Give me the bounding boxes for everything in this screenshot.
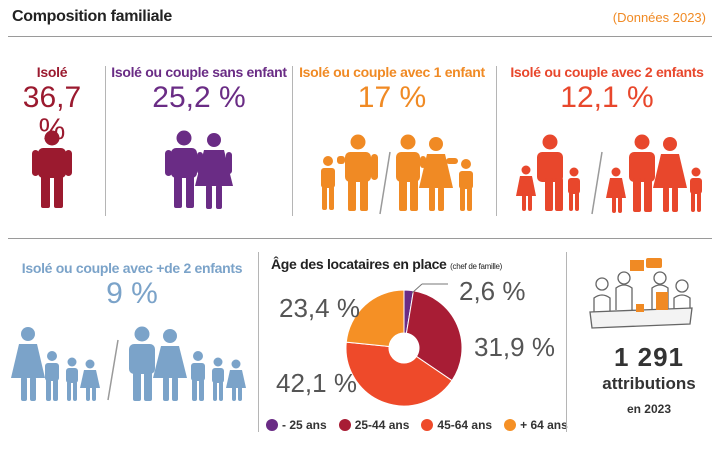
slice-45-64 — [345, 341, 453, 407]
chart-title-text: Âge des locataires en place — [271, 256, 447, 272]
category-percentage: 25,2 % — [152, 81, 246, 114]
category-percentage: 9 % — [106, 277, 158, 310]
couple-three-children-icon — [129, 326, 246, 401]
category-label: Isolé ou couple avec 2 enfants — [510, 64, 704, 80]
chart-subtitle: (chef de famille) — [450, 262, 502, 271]
slash-separator — [379, 151, 391, 215]
couple-one-child-icon — [396, 134, 473, 211]
slash-separator — [107, 339, 119, 401]
category-percentage: 12,1 % — [560, 81, 654, 114]
category-label: Isolé ou couple avec +de 2 enfants — [21, 260, 243, 276]
age-donut-chart — [345, 283, 463, 407]
data-year-note: (Données 2023) — [612, 10, 706, 25]
category-isole: Isolé 36,7 % — [8, 64, 96, 146]
legend-item: + 64 ans — [504, 418, 568, 432]
chart-title: Âge des locataires en place (chef de fam… — [271, 256, 502, 272]
slice-25-44 — [405, 290, 463, 382]
slice-label-25-44: 31,9 % — [474, 332, 555, 362]
category-percentage: 17 % — [357, 81, 427, 114]
category-sans-enfant: Isolé ou couple sans enfant 25,2 % — [110, 64, 288, 114]
section-divider — [8, 238, 712, 239]
category-label: Isolé ou couple avec 1 enfant — [299, 64, 485, 80]
parent-one-child-icon — [321, 134, 378, 211]
legend-item: - 25 ans — [266, 418, 327, 432]
page-title: Composition familiale — [12, 8, 172, 25]
parent-three-children-icon — [11, 327, 100, 401]
category-plus-deux-enfants: Isolé ou couple avec +de 2 enfants 9 % — [8, 260, 256, 310]
category-deux-enfants: Isolé ou couple avec 2 enfants 12,1 % — [502, 64, 712, 114]
legend-swatch — [421, 419, 434, 431]
legend-swatch — [504, 419, 517, 431]
slice-callout-line — [411, 283, 423, 294]
category-label: Isolé — [36, 64, 68, 80]
legend-label: 45-64 ans — [437, 418, 493, 432]
legend-item: 45-64 ans — [421, 418, 492, 432]
legend-label: - 25 ans — [282, 418, 327, 432]
category-percentage: 36,7 % — [22, 81, 82, 146]
category-label: Isolé ou couple sans enfant — [111, 64, 287, 80]
column-divider — [258, 252, 259, 432]
column-divider — [566, 252, 567, 432]
meeting-table-icon — [589, 258, 693, 329]
legend-swatch — [338, 419, 351, 431]
legend-swatch — [266, 419, 278, 431]
attributions-year: en 2023 — [626, 402, 672, 416]
parent-two-children-icon — [516, 134, 580, 211]
slice-label-45-64: 42,1 % — [276, 368, 357, 398]
slice-label-under-25: 2,6 % — [459, 276, 526, 306]
legend-item: 25-44 ans — [338, 418, 410, 432]
column-divider — [292, 66, 293, 216]
column-divider — [496, 66, 497, 216]
couple-two-children-icon — [606, 134, 702, 213]
single-adult-icon — [32, 130, 72, 208]
header-divider — [8, 36, 712, 37]
attributions-count: 1 291 — [613, 342, 685, 372]
category-un-enfant: Isolé ou couple avec 1 enfant 17 % — [298, 64, 486, 114]
slice-label-over-64: 23,4 % — [279, 293, 360, 323]
chart-legend: - 25 ans 25-44 ans 45-64 ans + 64 ans — [266, 418, 568, 432]
slice-over-64 — [345, 289, 405, 348]
legend-label: + 64 ans — [520, 418, 568, 432]
attributions-label: attributions — [602, 374, 696, 393]
slash-separator — [591, 151, 603, 215]
couple-icon — [165, 130, 233, 209]
column-divider — [105, 66, 106, 216]
legend-label: 25-44 ans — [354, 418, 410, 432]
